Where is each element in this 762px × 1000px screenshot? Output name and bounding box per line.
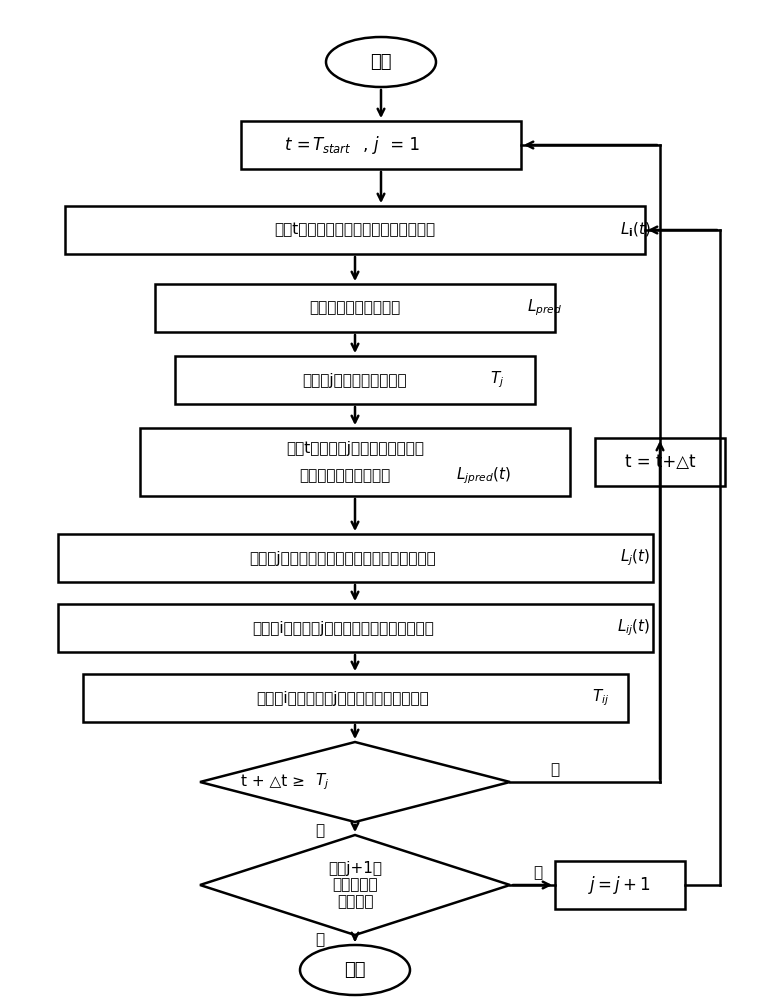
Polygon shape (200, 742, 510, 822)
Text: 结束: 结束 (344, 961, 366, 979)
Text: 开始: 开始 (370, 53, 392, 71)
Bar (595, 438, 725, 486)
Ellipse shape (326, 37, 436, 87)
Text: $T_{\mathit{start}}$: $T_{\mathit{start}}$ (312, 135, 351, 155)
Text: $L_{\mathit{jpred}}(t)$: $L_{\mathit{jpred}}(t)$ (456, 466, 511, 486)
Text: $L_{\mathit{pred}}$: $L_{\mathit{pred}}$ (527, 298, 562, 318)
Bar (241, 121, 521, 169)
Text: 计算第j次轮换结束内每层可以获得的光照总量: 计算第j次轮换结束内每层可以获得的光照总量 (250, 550, 437, 566)
Text: $j$: $j$ (372, 134, 380, 156)
Ellipse shape (300, 945, 410, 995)
Text: t = t+△t: t = t+△t (625, 453, 695, 471)
Text: 计算t时刻每层作物已经接收的光照总量: 计算t时刻每层作物已经接收的光照总量 (274, 223, 436, 237)
Bar (155, 284, 555, 332)
Text: 计算t时刻到第j次轮换结束时间段: 计算t时刻到第j次轮换结束时间段 (286, 440, 424, 456)
Text: 计算一整天的光照总量: 计算一整天的光照总量 (309, 300, 401, 316)
Text: 否超出预设: 否超出预设 (332, 878, 378, 892)
Text: $T_{\mathit{j}}$: $T_{\mathit{j}}$ (490, 370, 504, 390)
Text: 否: 否 (533, 865, 543, 880)
Text: ,: , (363, 136, 373, 154)
Bar (57, 604, 652, 652)
Text: t + △t ≥: t + △t ≥ (242, 774, 310, 790)
Bar (555, 861, 685, 909)
Text: 判断j+1是: 判断j+1是 (328, 860, 382, 876)
Text: $T_{\mathit{ij}}$: $T_{\mathit{ij}}$ (592, 688, 609, 708)
Bar (65, 206, 645, 254)
Bar (140, 428, 570, 496)
Text: 内可以获得的光照总量: 内可以获得的光照总量 (299, 468, 391, 484)
Text: $L_{\mathbf{i}}(t)$: $L_{\mathbf{i}}(t)$ (620, 221, 651, 239)
Text: 是: 是 (315, 824, 325, 838)
Text: $L_{\mathit{j}}(t)$: $L_{\mathit{j}}(t)$ (620, 548, 651, 568)
Text: 否: 否 (550, 762, 559, 778)
Text: $T_{\mathit{j}}$: $T_{\mathit{j}}$ (315, 772, 329, 792)
Polygon shape (200, 835, 510, 935)
Text: $j = j+1$: $j = j+1$ (588, 874, 652, 896)
Text: = 1: = 1 (385, 136, 420, 154)
Text: 是: 是 (315, 932, 325, 948)
Text: t =: t = (285, 136, 316, 154)
Text: 计算第j次的轮换结束时间: 计算第j次的轮换结束时间 (303, 372, 408, 387)
Text: 轮换次数: 轮换次数 (337, 894, 373, 910)
Text: 得出第i层苗床在第j次轮换中被调换的时间: 得出第i层苗床在第j次轮换中被调换的时间 (257, 690, 429, 706)
Bar (82, 674, 627, 722)
Text: $L_{\mathit{ij}}(t)$: $L_{\mathit{ij}}(t)$ (617, 618, 651, 638)
Text: 计算第i苗床在第j次轮换中仍需补足的光照量: 计算第i苗床在第j次轮换中仍需补足的光照量 (252, 620, 434, 636)
Bar (175, 356, 535, 404)
Bar (57, 534, 652, 582)
